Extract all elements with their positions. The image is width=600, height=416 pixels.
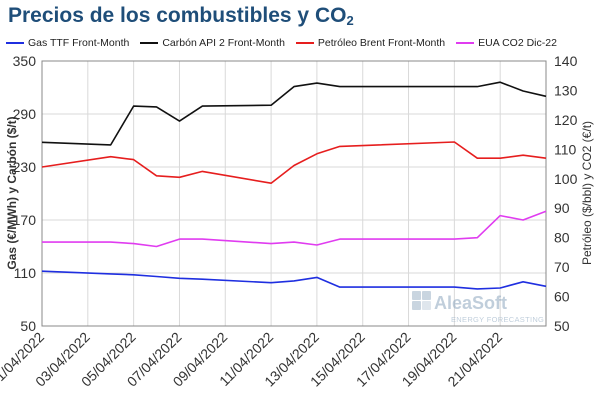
series-line-3 <box>42 210 547 248</box>
legend-label-co2: EUA CO2 Dic-22 <box>478 37 557 49</box>
aleasoft-logo-icon <box>412 291 431 310</box>
grid-layer <box>41 60 546 327</box>
y-right-tick-label: 130 <box>554 82 578 98</box>
series-line-1 <box>41 81 547 146</box>
legend-label-coal: Carbón API 2 Front-Month <box>162 37 285 49</box>
y-right-tick-label: 110 <box>554 141 577 157</box>
y-left-tick-label: 170 <box>13 212 37 228</box>
y-right-tick-label: 100 <box>554 171 578 187</box>
legend-swatch-brent <box>295 42 314 44</box>
y-right-tick-label: 120 <box>554 112 578 128</box>
y-left-tick-label: 350 <box>13 53 37 69</box>
legend-swatch-co2 <box>456 42 475 44</box>
y-left-tick-label: 110 <box>14 265 37 281</box>
legend-item-brent: Petróleo Brent Front-Month <box>295 37 446 49</box>
right-axis: 50 60 70 80 90 100 110 120 130 140 <box>554 53 578 334</box>
legend-swatch-gas <box>6 42 24 44</box>
left-axis: 50 110 170 230 290 350 <box>13 53 37 334</box>
series-line-2 <box>41 141 547 184</box>
plot-frame <box>41 60 547 327</box>
lines-layer <box>41 81 547 290</box>
chart-legend: Gas TTF Front-Month Carbón API 2 Front-M… <box>6 37 568 49</box>
y-axis-left-title: Gas (€/MWh) y Carbón ($/t) <box>5 116 19 269</box>
watermark-brand: AleaSoft <box>434 293 507 313</box>
legend-swatch-coal <box>140 42 159 44</box>
page-title: Precios de los combustibles y CO2 <box>8 4 354 28</box>
legend-label-brent: Petróleo Brent Front-Month <box>317 37 446 49</box>
y-right-tick-label: 50 <box>554 318 570 334</box>
legend-item-coal: Carbón API 2 Front-Month <box>140 37 285 49</box>
y-left-tick-label: 230 <box>13 159 37 175</box>
y-left-tick-label: 290 <box>13 106 37 122</box>
y-right-tick-label: 140 <box>554 53 578 69</box>
y-axis-right-title: Petróleo ($/bbl) y CO2 (€/t) <box>580 121 594 265</box>
series-line-0 <box>41 270 547 290</box>
y-right-tick-label: 70 <box>554 259 570 275</box>
aleasoft-watermark: AleaSoft ENERGY FORECASTING <box>412 291 544 324</box>
y-right-tick-label: 60 <box>554 289 570 305</box>
legend-item-gas: Gas TTF Front-Month <box>6 37 129 49</box>
legend-item-co2: EUA CO2 Dic-22 <box>456 37 557 49</box>
legend-label-gas: Gas TTF Front-Month <box>28 37 130 49</box>
y-right-tick-label: 90 <box>554 200 570 216</box>
y-right-tick-label: 80 <box>554 230 570 246</box>
y-left-tick-label: 50 <box>20 318 36 334</box>
x-axis: 01/04/202203/04/202205/04/202207/04/2022… <box>0 329 505 390</box>
watermark-tagline: ENERGY FORECASTING <box>451 315 544 324</box>
